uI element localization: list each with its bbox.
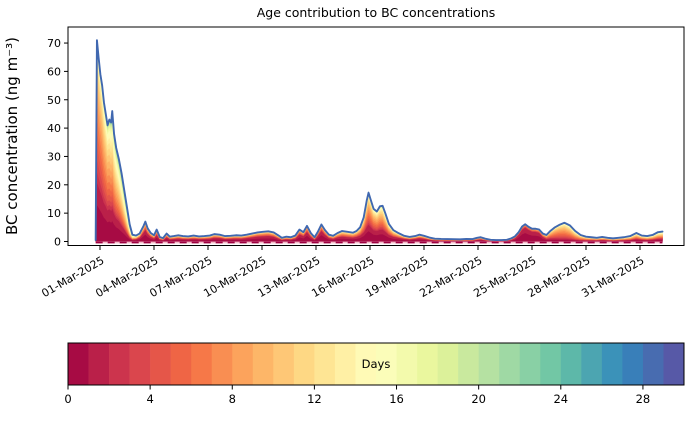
axes: 01020304050607001-Mar-202504-Mar-202507-…	[39, 26, 685, 300]
stacked-area-layers	[95, 40, 663, 242]
colorbar-segment	[191, 343, 213, 385]
y-tick-label: 20	[47, 179, 61, 192]
y-tick-label: 0	[54, 236, 61, 249]
colorbar-segment	[437, 343, 459, 385]
colorbar-tick-label: 8	[229, 392, 236, 406]
colorbar-tick-label: 0	[64, 392, 71, 406]
y-axis-label: BC concentration (ng m⁻³)	[3, 37, 21, 235]
total-concentration-line	[94, 39, 664, 242]
colorbar-segment	[293, 343, 315, 385]
colorbar-segment	[68, 343, 89, 385]
plot-border	[67, 26, 685, 246]
total-bc-line	[94, 39, 664, 242]
colorbar-segment	[334, 343, 356, 385]
colorbar-label: Days	[362, 357, 391, 371]
colorbar-segment	[601, 343, 623, 385]
colorbar-tick-label: 20	[471, 392, 486, 406]
colorbar-tick-label: 4	[146, 392, 153, 406]
colorbar-segment	[622, 343, 644, 385]
y-tick-label: 60	[47, 65, 61, 78]
colorbar-segment	[88, 343, 110, 385]
colorbar-segment	[314, 343, 336, 385]
age-layer-3-days	[95, 156, 663, 242]
chart-title: Age contribution to BC concentrations	[257, 5, 496, 20]
y-tick-label: 70	[47, 37, 61, 50]
colorbar-tick-label: 28	[636, 392, 651, 406]
colorbar-segment	[252, 343, 274, 385]
colorbar-segment	[211, 343, 233, 385]
colorbar-segment	[663, 343, 685, 385]
colorbar-segment	[540, 343, 562, 385]
colorbar-segment	[581, 343, 603, 385]
colorbar-segment	[355, 343, 377, 385]
colorbar-outline	[67, 342, 685, 386]
y-tick-label: 50	[47, 94, 61, 107]
y-tick-label: 10	[47, 207, 61, 220]
age-layer-13-days	[95, 47, 663, 241]
colorbar-tick-label: 24	[553, 392, 568, 406]
age-layer-2-days	[95, 169, 663, 242]
colorbar-segment	[560, 343, 582, 385]
colorbar-segment	[170, 343, 192, 385]
age-layer-14-days	[95, 45, 663, 241]
colorbar-segment	[150, 343, 171, 385]
colorbar-segment	[376, 343, 397, 385]
y-tick-label: 30	[47, 150, 61, 163]
colorbar-tick-label: 16	[389, 392, 404, 406]
colorbar-segment	[519, 343, 541, 385]
age-layer-4-days	[95, 142, 663, 242]
colorbar-segment	[273, 343, 295, 385]
colorbar-segment	[499, 343, 521, 385]
colorbar-segment	[642, 343, 664, 385]
colorbar-segment	[417, 343, 438, 385]
colorbar-segment	[109, 343, 130, 385]
colorbar-segment	[232, 343, 254, 385]
colorbar-segment	[458, 343, 479, 385]
colorbar-segment	[396, 343, 418, 385]
colorbar-segment	[129, 343, 151, 385]
colorbar-tick-label: 12	[307, 392, 322, 406]
y-tick-label: 40	[47, 122, 61, 135]
colorbar-days: Days 0 4 8 12 16 20 24 28	[64, 342, 685, 406]
colorbar-segment	[478, 343, 500, 385]
